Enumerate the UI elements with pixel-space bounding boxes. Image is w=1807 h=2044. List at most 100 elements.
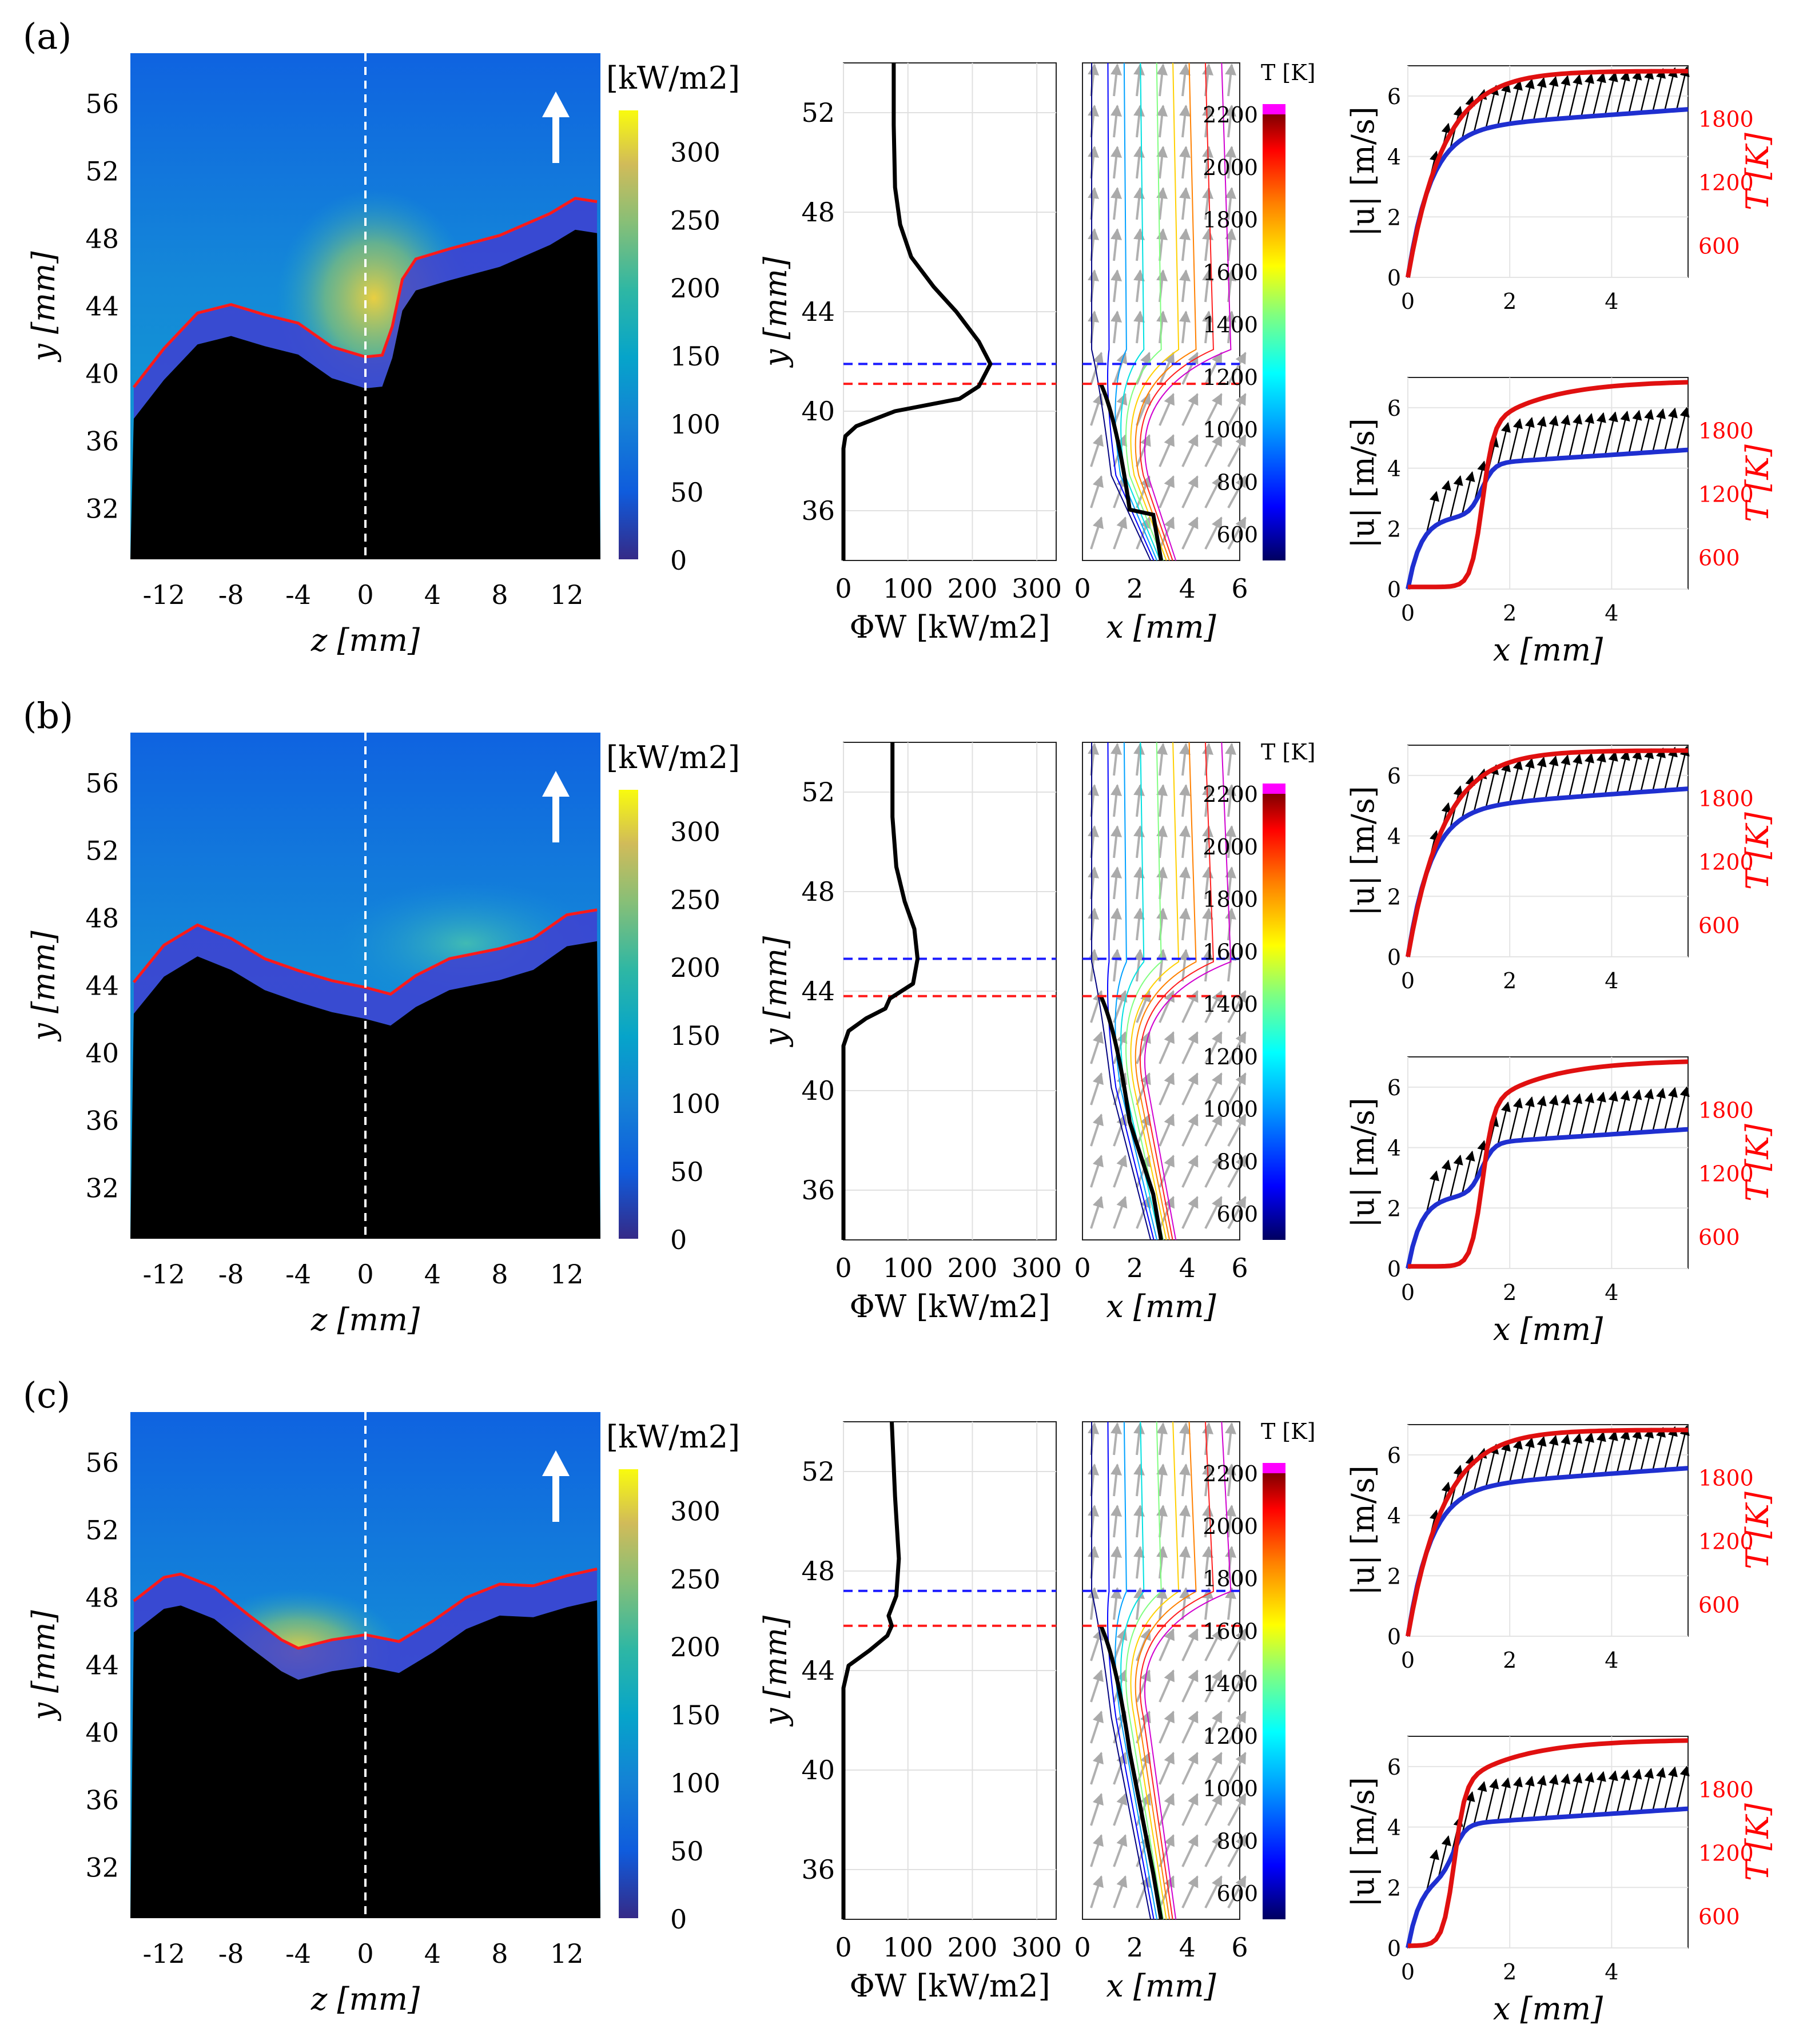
profile-velocity-arrow — [1651, 747, 1666, 792]
profile-velocity-arrow — [1425, 491, 1439, 535]
profile-ylabel-left: |u| [m/s] — [1345, 418, 1381, 548]
isoline-xtick: 0 — [1074, 1932, 1090, 1963]
temperature-isoline — [1125, 62, 1164, 561]
profile-axes — [1407, 1736, 1689, 1948]
profile-velocity-arrow — [1557, 1773, 1571, 1818]
flux-ytick: 36 — [801, 495, 835, 526]
profile-velocity-arrow — [1485, 764, 1499, 809]
temperature-isoline — [1139, 62, 1214, 561]
profile-axes — [1407, 377, 1689, 590]
profile-ylabel-left: |u| [m/s] — [1345, 786, 1381, 916]
colorbar-tick: 50 — [670, 1156, 704, 1187]
profile-ylabel-right: T [K] — [1740, 1123, 1776, 1202]
velocity-vector — [1227, 352, 1247, 385]
profile-velocity-arrow — [1545, 1774, 1559, 1819]
heatmap-xtick: -8 — [218, 579, 244, 610]
profile-ytick-left: 0 — [1387, 265, 1401, 291]
colorbar-tick: 0 — [670, 1904, 687, 1935]
panel-label: (a) — [23, 15, 71, 57]
velocity-curve — [1406, 1466, 1689, 1637]
temperature-colorbar-tick: 1400 — [1203, 1671, 1258, 1696]
flux-ytick: 52 — [801, 1456, 835, 1487]
velocity-vector — [1136, 434, 1151, 467]
profile-ytick-left: 2 — [1387, 1564, 1401, 1589]
temperature-colorbar-tick: 1000 — [1203, 1097, 1258, 1122]
profile-velocity-arrow — [1509, 418, 1523, 463]
velocity-vector — [1136, 516, 1151, 550]
profile-velocity-arrow — [1651, 408, 1666, 452]
profile-velocity-arrow — [1604, 1770, 1618, 1815]
velocity-vector — [1111, 1464, 1122, 1497]
velocity-vector — [1111, 825, 1122, 858]
profile-axes — [1407, 1424, 1689, 1637]
flame-front-line — [133, 1567, 598, 1650]
velocity-vector — [1156, 105, 1168, 138]
profile-velocity-arrow — [1461, 1791, 1475, 1835]
profile-ytick-left: 4 — [1387, 1504, 1401, 1529]
profile-velocity-arrow — [1521, 1096, 1535, 1141]
temperature-curve — [1407, 1738, 1689, 1948]
velocity-vector — [1181, 475, 1199, 508]
profile-axes — [1407, 745, 1689, 957]
profile-velocity-arrow — [1580, 1092, 1594, 1137]
temperature-colorbar-tick: 1200 — [1203, 1044, 1258, 1069]
flux-xtick: 300 — [1012, 1932, 1062, 1963]
profile-ytick-left: 2 — [1387, 205, 1401, 230]
profile-velocity-arrow — [1663, 1087, 1678, 1131]
profile-xlabel: x [mm] — [1493, 1311, 1603, 1347]
profile-chart-bottom: 0 2 4 0 2 4 6 600 1200 1800 |u| [m/s] T [K] x [mm] — [1345, 1056, 1776, 1347]
profile-velocity-arrow — [1569, 413, 1583, 458]
profile-ytick-left: 4 — [1387, 824, 1401, 849]
profile-velocity-arrow — [1592, 1771, 1606, 1815]
temperature-isoline — [1130, 1421, 1180, 1920]
profile-ylabel-right: T [K] — [1740, 812, 1776, 890]
velocity-vector — [1133, 311, 1145, 344]
velocity-vector — [1225, 1422, 1236, 1456]
velocity-vector — [1156, 1587, 1168, 1620]
temperature-colorbar-tick: 1800 — [1203, 887, 1258, 912]
flux-ytick: 44 — [801, 976, 835, 1007]
colorbar-tick: 250 — [670, 205, 721, 236]
isoline-xlabel: x [mm] — [1106, 1289, 1216, 1325]
temperature-isoline — [1139, 742, 1214, 1240]
heatmap-xlabel: z [mm] — [311, 1981, 420, 2017]
velocity-vector — [1181, 1752, 1199, 1785]
profile-velocity-arrow — [1640, 1427, 1654, 1472]
profile-velocity-arrow — [1521, 1775, 1535, 1820]
velocity-vector — [1133, 63, 1145, 97]
velocity-vector — [1225, 105, 1236, 138]
colorbar-overflow-swatch — [1263, 104, 1285, 114]
velocity-vector — [1225, 949, 1236, 982]
velocity-vector — [1159, 1752, 1175, 1785]
isoline-xtick: 2 — [1127, 1932, 1143, 1963]
profile-velocity-arrow — [1651, 67, 1666, 112]
velocity-vector — [1159, 352, 1175, 385]
velocity-vector — [1181, 1114, 1199, 1147]
flux-ytick: 40 — [801, 1075, 835, 1106]
velocity-vector — [1136, 393, 1151, 426]
temperature-curve — [1406, 1427, 1688, 1637]
velocity-vector — [1204, 393, 1223, 426]
velocity-vector — [1227, 1834, 1247, 1867]
quench-band — [133, 1569, 598, 1680]
velocity-vector — [1181, 1072, 1199, 1105]
colorbar-tick: 50 — [670, 477, 704, 508]
velocity-vector — [1225, 1587, 1236, 1620]
velocity-vector — [1204, 352, 1223, 385]
profile-velocity-arrow — [1509, 759, 1523, 804]
heatmap-ytick: 56 — [85, 89, 119, 120]
flux-xlabel: ΦW [kW/m2] — [849, 609, 1050, 645]
temperature-colorbar-tick: 1000 — [1203, 1776, 1258, 1802]
velocity-vector — [1225, 1505, 1236, 1538]
temperature-isoline — [1144, 62, 1232, 561]
arrow-head — [542, 92, 570, 117]
flux-profile-line — [841, 1421, 901, 1919]
velocity-vector — [1159, 990, 1175, 1023]
flux-xtick: 200 — [948, 1932, 998, 1963]
isoline-xtick: 0 — [1074, 1252, 1090, 1283]
profile-velocity-arrow — [1545, 755, 1559, 800]
profile-velocity-arrow — [1545, 1434, 1559, 1479]
velocity-vector — [1090, 1711, 1104, 1744]
profile-velocity-arrow — [1545, 1095, 1559, 1139]
